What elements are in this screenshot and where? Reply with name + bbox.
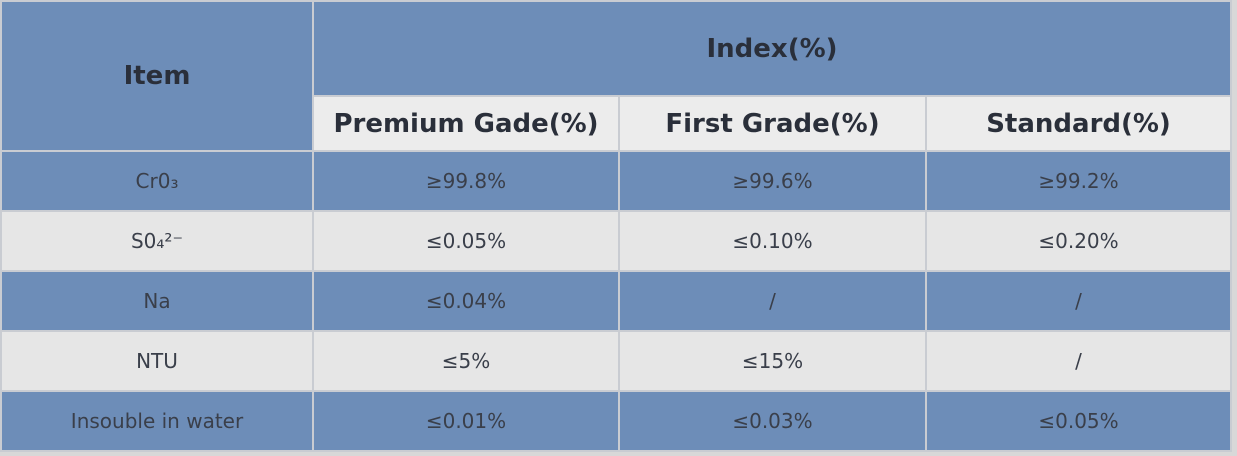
cell: ≤0.04% (312, 270, 620, 332)
cell: ≤0.05% (312, 210, 620, 272)
cell: ≥99.8% (312, 150, 620, 212)
cell: / (618, 270, 927, 332)
cell: ≤0.03% (618, 390, 927, 452)
cell: ≤0.01% (312, 390, 620, 452)
cell: ≤15% (618, 330, 927, 392)
column-header: Premium Gade(%) (312, 95, 620, 152)
row-label: Cr0₃ (0, 150, 314, 212)
cell: ≤0.10% (618, 210, 927, 272)
cell: ≤5% (312, 330, 620, 392)
cell: ≥99.6% (618, 150, 927, 212)
item-header: Item (0, 0, 314, 152)
cell: ≤0.20% (924, 210, 1233, 272)
table-row: NTU ≤5% ≤15% / (0, 330, 1233, 392)
table-row: Insouble in water ≤0.01% ≤0.03% ≤0.05% (0, 390, 1233, 452)
row-label: Na (0, 270, 314, 332)
cell: / (924, 330, 1233, 392)
table-row: S0₄²⁻ ≤0.05% ≤0.10% ≤0.20% (0, 210, 1233, 272)
column-header: Standard(%) (924, 95, 1233, 152)
cell: / (924, 270, 1233, 332)
table-row: Na ≤0.04% / / (0, 270, 1233, 332)
cell: ≥99.2% (924, 150, 1233, 212)
cell: ≤0.05% (924, 390, 1233, 452)
row-label: NTU (0, 330, 314, 392)
group-header: Index(%) (311, 0, 1233, 97)
column-header: First Grade(%) (618, 95, 927, 152)
table-row: Cr0₃ ≥99.8% ≥99.6% ≥99.2% (0, 150, 1233, 212)
row-label: Insouble in water (0, 390, 314, 452)
row-label: S0₄²⁻ (0, 210, 314, 272)
